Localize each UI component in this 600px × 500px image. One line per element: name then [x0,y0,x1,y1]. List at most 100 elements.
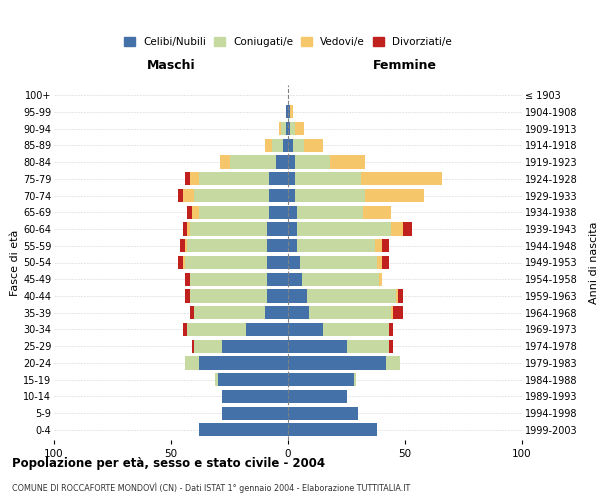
Bar [386,356,400,370]
Bar [229,156,277,168]
Bar [361,172,442,186]
Bar [300,256,377,269]
Bar [288,139,293,152]
Bar [272,139,283,152]
Bar [288,373,353,386]
Bar [307,290,395,302]
Bar [185,172,190,186]
Bar [295,122,304,135]
Bar [288,122,290,135]
Bar [187,239,267,252]
Bar [389,323,394,336]
Bar [288,306,309,320]
Bar [379,272,382,286]
Bar [288,206,298,219]
Bar [347,340,389,353]
Bar [190,222,267,235]
Bar [389,340,394,353]
Bar [288,356,386,370]
Bar [185,256,267,269]
Bar [185,356,199,370]
Bar [194,189,269,202]
Bar [178,189,182,202]
Bar [394,306,403,320]
Bar [278,122,281,135]
Bar [288,390,347,403]
Bar [181,239,185,252]
Bar [283,139,288,152]
Bar [182,222,187,235]
Bar [281,122,286,135]
Bar [290,122,295,135]
Bar [398,290,403,302]
Bar [288,222,298,235]
Bar [377,256,382,269]
Bar [190,290,267,302]
Bar [269,172,288,186]
Bar [391,306,394,320]
Bar [190,272,267,286]
Bar [288,156,295,168]
Bar [363,206,391,219]
Bar [269,206,288,219]
Bar [288,340,347,353]
Bar [298,206,363,219]
Bar [295,189,365,202]
Bar [187,222,190,235]
Bar [183,256,185,269]
Bar [288,106,290,118]
Bar [293,139,304,152]
Y-axis label: Anni di nascita: Anni di nascita [589,221,599,304]
Bar [288,189,295,202]
Bar [290,106,293,118]
Bar [218,373,288,386]
Text: Femmine: Femmine [373,58,437,71]
Bar [187,323,246,336]
Bar [365,189,424,202]
Legend: Celibi/Nubili, Coniugati/e, Vedovi/e, Divorziati/e: Celibi/Nubili, Coniugati/e, Vedovi/e, Di… [124,37,452,47]
Bar [223,406,288,420]
Bar [374,239,382,252]
Text: Maschi: Maschi [146,58,196,71]
Bar [353,373,356,386]
Bar [288,272,302,286]
Bar [288,290,307,302]
Bar [382,239,389,252]
Bar [182,323,187,336]
Bar [288,172,295,186]
Bar [267,256,288,269]
Bar [199,424,288,436]
Bar [215,373,218,386]
Bar [267,290,288,302]
Bar [391,222,403,235]
Bar [223,390,288,403]
Bar [194,306,265,320]
Bar [286,106,288,118]
Bar [192,206,199,219]
Bar [199,356,288,370]
Bar [187,206,192,219]
Bar [382,256,389,269]
Bar [298,222,391,235]
Bar [265,306,288,320]
Bar [192,340,194,353]
Bar [190,172,199,186]
Bar [185,290,190,302]
Bar [304,139,323,152]
Bar [323,323,389,336]
Bar [199,172,269,186]
Y-axis label: Fasce di età: Fasce di età [10,230,20,296]
Bar [298,239,374,252]
Bar [395,290,398,302]
Bar [199,206,269,219]
Bar [185,272,190,286]
Bar [190,306,194,320]
Bar [288,424,377,436]
Bar [288,406,358,420]
Bar [267,222,288,235]
Bar [183,189,194,202]
Text: Popolazione per età, sesso e stato civile - 2004: Popolazione per età, sesso e stato civil… [12,458,325,470]
Bar [286,122,288,135]
Text: COMUNE DI ROCCAFORTE MONDOVÌ (CN) - Dati ISTAT 1° gennaio 2004 - Elaborazione TU: COMUNE DI ROCCAFORTE MONDOVÌ (CN) - Dati… [12,482,410,493]
Bar [178,256,182,269]
